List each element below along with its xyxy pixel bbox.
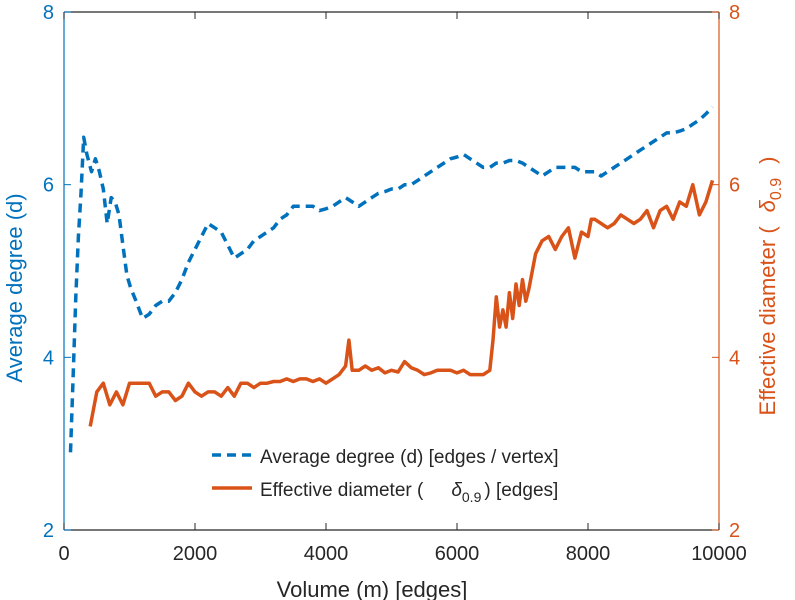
left-y-tick-label: 2	[43, 520, 54, 542]
x-tick-label: 4000	[304, 543, 349, 565]
right-y-tick-label: 6	[729, 175, 740, 197]
series-layer	[68, 105, 715, 453]
x-tick-label: 6000	[435, 543, 480, 565]
legend-label-effective-diameter-suffix: ) [edges]	[484, 480, 558, 501]
right-y-axis-label-symbol: δ	[755, 199, 780, 212]
x-tick-label: 10000	[691, 543, 747, 565]
right-y-axis-label-suffix: )	[755, 157, 780, 164]
legend: Average degree (d) [edges / vertex] Effe…	[212, 447, 559, 505]
legend-label-effective-diameter: Effective diameter ( δ0.9) [edges]	[260, 480, 558, 505]
right-y-axis-label-subscript: 0.9	[768, 178, 785, 200]
x-tick-label: 2000	[173, 543, 218, 565]
series-line-average-degree	[68, 105, 714, 453]
legend-label-average-degree: Average degree (d) [edges / vertex]	[260, 447, 559, 468]
right-y-tick-label: 8	[729, 2, 740, 24]
legend-label-effective-diameter-prefix: Effective diameter (	[260, 480, 424, 501]
legend-label-effective-diameter-symbol: δ	[451, 480, 462, 501]
right-y-axis-label: Effective diameter ( δ0.9)	[755, 157, 785, 416]
left-y-axis-label: Average degree (d)	[2, 193, 27, 382]
series-line-effective-diameter	[88, 179, 715, 427]
right-y-tick-label: 2	[729, 520, 740, 542]
right-y-axis-label-prefix: Effective diameter (	[755, 226, 780, 416]
left-y-tick-label: 8	[43, 2, 54, 24]
x-axis-label: Volume (m) [edges]	[277, 577, 468, 600]
x-tick-label: 8000	[566, 543, 611, 565]
legend-label-effective-diameter-subscript: 0.9	[462, 489, 482, 505]
left-y-tick-label: 4	[43, 347, 54, 369]
right-y-tick-label: 4	[729, 347, 740, 369]
x-tick-label: 0	[58, 543, 69, 565]
left-y-tick-label: 6	[43, 175, 54, 197]
